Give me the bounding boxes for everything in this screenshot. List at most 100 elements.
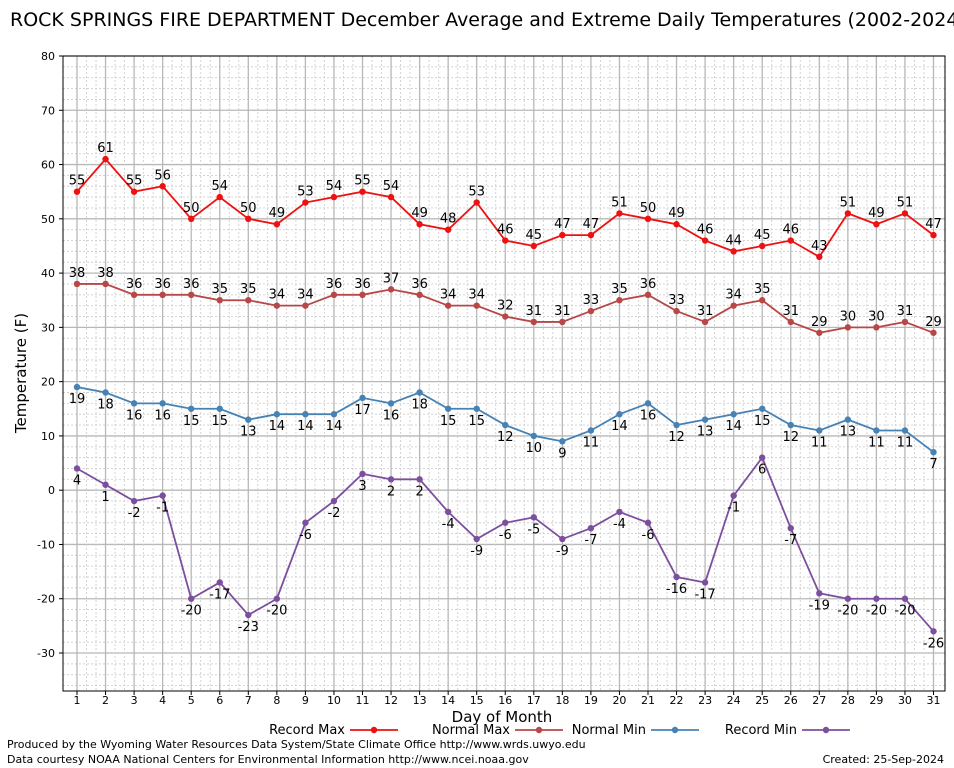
- record-min-data-label: -5: [527, 522, 540, 537]
- x-tick-label: 16: [498, 694, 512, 707]
- normal-max-data-label: 31: [782, 304, 799, 319]
- x-tick-label: 6: [216, 694, 223, 707]
- normal-min-data-label: 16: [383, 408, 400, 423]
- record-min-point: [416, 476, 423, 483]
- legend: Record Max Normal Max Normal Min Record Min: [269, 723, 850, 738]
- normal-max-data-label: 36: [126, 277, 143, 292]
- normal-max-point: [273, 302, 281, 309]
- normal-max-data-label: 34: [269, 288, 286, 303]
- record-min-data-label: -16: [666, 582, 687, 597]
- x-tick-label: 5: [188, 694, 195, 707]
- record-min-data-label: -20: [866, 604, 887, 619]
- normal-max-point: [302, 302, 309, 309]
- legend-marker-record-max: [370, 726, 378, 734]
- record-min-point: [930, 628, 937, 635]
- record-max-data-label: 50: [240, 201, 257, 216]
- normal-min-point: [273, 411, 281, 418]
- y-tick-label: 50: [41, 213, 55, 226]
- record-min-data-label: -20: [266, 604, 287, 619]
- normal-min-data-label: 15: [440, 414, 457, 429]
- record-min-data-label: -2: [327, 506, 340, 521]
- y-tick-label: 0: [48, 484, 55, 497]
- normal-max-data-label: 34: [468, 288, 485, 303]
- record-max-point: [930, 231, 937, 239]
- record-max-point: [330, 193, 338, 201]
- normal-min-data-label: 15: [468, 414, 485, 429]
- normal-max-point: [587, 307, 595, 315]
- normal-max-data-label: 33: [668, 293, 685, 308]
- normal-min-point: [444, 405, 452, 412]
- legend-marker-normal-min: [671, 726, 679, 734]
- record-min-point: [530, 514, 537, 521]
- record-min-point: [844, 595, 852, 602]
- normal-min-data-label: 13: [697, 425, 714, 440]
- normal-min-data-label: 15: [211, 414, 228, 429]
- normal-max-data-label: 31: [526, 304, 543, 319]
- x-tick-label: 27: [812, 694, 826, 707]
- x-tick-label: 11: [356, 694, 370, 707]
- x-tick-label: 18: [555, 694, 569, 707]
- record-min-data-label: -23: [238, 620, 259, 635]
- record-max-point: [759, 242, 766, 250]
- normal-min-data-label: 12: [497, 430, 514, 445]
- normal-max-point: [759, 297, 766, 304]
- record-max-data-label: 49: [269, 206, 286, 221]
- record-max-data-label: 47: [554, 217, 571, 232]
- legend-label-record-min: Record Min: [725, 723, 797, 738]
- record-min-point: [188, 595, 195, 602]
- normal-max-data-label: 34: [297, 288, 314, 303]
- record-max-data-label: 54: [383, 179, 400, 194]
- normal-min-point: [587, 427, 595, 434]
- record-min-data-label: 3: [358, 479, 366, 494]
- record-max-point: [216, 193, 223, 201]
- normal-min-data-label: 7: [929, 457, 937, 472]
- record-max-series: 55 61 55 56 50 54 50 49 53 54 55 54 49 48 53 46 45 47 47 51…: [69, 141, 942, 261]
- normal-min-point: [130, 400, 138, 407]
- y-tick-label: 70: [41, 104, 55, 117]
- record-max-data-label: 54: [326, 179, 343, 194]
- normal-min-point: [616, 411, 623, 418]
- normal-max-point: [616, 297, 623, 304]
- normal-min-data-label: 9: [558, 446, 566, 461]
- record-min-data-label: 4: [73, 473, 81, 488]
- x-tick-label: 2: [102, 694, 109, 707]
- normal-max-data-label: 32: [497, 299, 514, 314]
- normal-min-point: [816, 427, 823, 434]
- record-min-data-label: 2: [387, 484, 395, 499]
- record-min-point: [644, 519, 652, 526]
- normal-min-point: [701, 416, 709, 423]
- record-min-point: [159, 492, 166, 499]
- normal-min-data-label: 16: [154, 408, 171, 423]
- x-tick-label: 17: [527, 694, 541, 707]
- normal-min-point: [759, 405, 766, 412]
- x-axis-title: Day of Month: [452, 708, 553, 726]
- normal-max-data-label: 36: [154, 277, 171, 292]
- record-max-data-label: 51: [897, 195, 914, 210]
- normal-min-data-label: 11: [868, 435, 885, 450]
- record-min-point: [502, 519, 509, 526]
- record-max-point: [302, 199, 309, 206]
- normal-max-data-label: 35: [211, 282, 228, 297]
- record-min-series: 41-2 -1-20-17-23-20-6-23 2 2-4-9-6 -5-9-7-4-…: [73, 454, 944, 651]
- record-max-data-label: 46: [782, 223, 799, 238]
- record-max-point: [701, 237, 709, 244]
- record-min-data-label: -20: [181, 604, 202, 619]
- normal-min-point: [502, 421, 509, 429]
- record-min-point: [816, 590, 823, 597]
- x-tick-label: 13: [413, 694, 427, 707]
- normal-max-data-label: 30: [840, 309, 857, 324]
- record-max-data-label: 47: [583, 217, 600, 232]
- record-max-point: [787, 237, 794, 244]
- record-min-point: [730, 492, 737, 499]
- record-max-point: [159, 183, 166, 190]
- record-min-point: [216, 579, 223, 586]
- normal-max-data-label: 29: [811, 315, 828, 330]
- normal-max-data-label: 35: [611, 282, 628, 297]
- normal-min-data-label: 14: [326, 419, 343, 434]
- normal-max-data-label: 36: [640, 277, 657, 292]
- record-max-point: [816, 253, 823, 261]
- record-min-data-label: -20: [837, 604, 858, 619]
- record-max-data-label: 55: [354, 174, 371, 189]
- x-tick-label: 21: [641, 694, 655, 707]
- record-min-data-label: -6: [299, 528, 312, 543]
